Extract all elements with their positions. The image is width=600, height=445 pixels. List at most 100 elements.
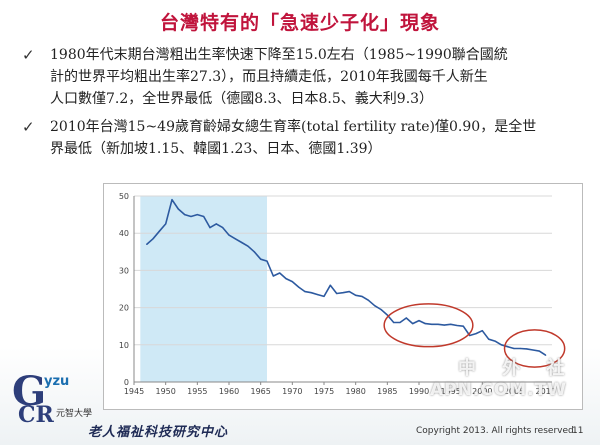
page-number: 11 (572, 426, 584, 436)
data-point (234, 238, 236, 240)
y-tick-label: 40 (119, 229, 129, 238)
data-point (196, 214, 198, 216)
data-point (215, 223, 217, 225)
logo-school-name: 元智大學 (56, 409, 93, 419)
data-point (488, 338, 490, 340)
data-point (272, 275, 274, 277)
data-point (228, 234, 230, 236)
birth-rate-chart: 0 10 20 30 40 50 1945 1950 1955 1960 1965 1970 1975 1… (103, 183, 583, 410)
data-point (171, 199, 173, 201)
data-point (348, 291, 350, 293)
data-point (247, 245, 249, 247)
copyright-text: Copyright 2013. All rights reserved. (416, 426, 577, 436)
x-tick-label: 1990 (409, 387, 429, 396)
chart-svg: 0 10 20 30 40 50 1945 1950 1955 1960 1965 1970 1975 1… (119, 192, 566, 396)
data-point (209, 227, 211, 229)
highlight-ellipse (383, 303, 474, 348)
data-point (405, 317, 407, 319)
data-point (380, 308, 382, 311)
data-point (374, 305, 376, 307)
data-point (266, 260, 268, 262)
data-point (538, 350, 540, 352)
highlight-ellipse (503, 329, 566, 368)
logo-yzu-text: yzu (44, 374, 70, 389)
data-point (475, 333, 477, 335)
bullet-line: 人口數僅7.2，全世界最低（德國8.3、日本8.5、義大利9.3） (50, 91, 434, 107)
data-point (241, 241, 243, 244)
x-tick-label: 1950 (155, 387, 175, 396)
data-point (462, 325, 464, 327)
data-point (431, 323, 433, 325)
watermark-top: 中 外 社 (458, 358, 575, 379)
data-point (146, 243, 148, 245)
data-point (367, 299, 369, 301)
data-point (260, 258, 262, 260)
data-point (304, 291, 306, 293)
data-point (481, 330, 483, 332)
x-tick-label: 1960 (219, 387, 239, 396)
birth-rate-series-line (146, 198, 547, 356)
data-point (418, 320, 420, 322)
x-tick-label: 1970 (282, 387, 302, 396)
data-point (386, 314, 388, 316)
bullet-line: 界最低（新加坡1.15、韓國1.23、日本、德國1.39） (50, 141, 382, 157)
data-point (519, 347, 521, 350)
data-point (317, 293, 319, 296)
data-point (184, 214, 186, 216)
bullet-line: 2010年台灣15~49歲育齡婦女總生育率(total fertility ra… (50, 119, 537, 135)
x-tick-label: 2000 (472, 387, 492, 396)
data-point (177, 208, 179, 210)
x-tick-label: 1945 (124, 387, 144, 396)
data-point (513, 347, 515, 350)
data-point (291, 280, 293, 283)
x-tick-label: 2010 (535, 387, 555, 396)
x-tick-label: 1980 (345, 387, 365, 396)
data-point (190, 215, 192, 218)
data-point (437, 323, 439, 325)
bullet-list: ✓ 1980年代末期台灣粗出生率快速下降至15.0左右（1985~1990聯合國… (20, 44, 580, 166)
data-point (412, 322, 414, 325)
bullet-line: 計的世界平均粗出生率27.3），而且持續走低，2010年我國每千人新生 (50, 69, 488, 85)
x-tick-label: 2005 (504, 387, 524, 396)
research-center-name: 老人福祉科技研究中心 (88, 425, 229, 440)
check-icon: ✓ (22, 46, 35, 64)
data-point (399, 321, 401, 324)
data-point (279, 272, 281, 274)
x-tick-label: 1985 (377, 387, 397, 396)
y-tick-label: 10 (119, 341, 129, 350)
data-point (158, 230, 160, 232)
data-point (494, 340, 496, 342)
check-icon: ✓ (22, 118, 35, 136)
data-point (336, 292, 338, 295)
data-point (532, 349, 534, 351)
data-point (342, 292, 344, 294)
data-point (526, 348, 528, 350)
data-point (285, 277, 287, 280)
data-point (424, 322, 426, 325)
logo-letter-g: G (12, 368, 47, 415)
bullet-fertility-rate: ✓ 2010年台灣15~49歲育齡婦女總生育率(total fertility … (20, 116, 580, 160)
x-tick-label: 1995 (440, 387, 460, 396)
data-point (329, 284, 331, 286)
data-point (545, 354, 547, 356)
bullet-line: 1980年代末期台灣粗出生率快速下降至15.0左右（1985~1990聯合國統 (50, 47, 508, 63)
data-point (456, 324, 458, 327)
y-tick-label: 20 (119, 304, 129, 313)
data-point (203, 215, 205, 218)
data-point (355, 294, 357, 296)
x-tick-label: 1975 (314, 387, 334, 396)
data-point (165, 223, 167, 225)
data-point (450, 323, 452, 325)
watermark: 中 外 社 APN.COM.TW (430, 354, 590, 410)
y-tick-label: 50 (119, 192, 129, 201)
slide-title: 台灣特有的「急速少子化」現象 (159, 12, 440, 34)
data-point (469, 334, 471, 337)
x-tick-label: 1955 (187, 387, 207, 396)
data-point (507, 346, 509, 348)
data-point (393, 321, 395, 324)
y-tick-label: 30 (119, 266, 129, 275)
bullet-birth-rate: ✓ 1980年代末期台灣粗出生率快速下降至15.0左右（1985~1990聯合國… (20, 44, 580, 110)
yzu-gcr-logo: G yzu CR 元智大學 (10, 368, 110, 429)
highlight-band (140, 196, 267, 382)
watermark-bottom: APN.COM.TW (430, 380, 567, 400)
